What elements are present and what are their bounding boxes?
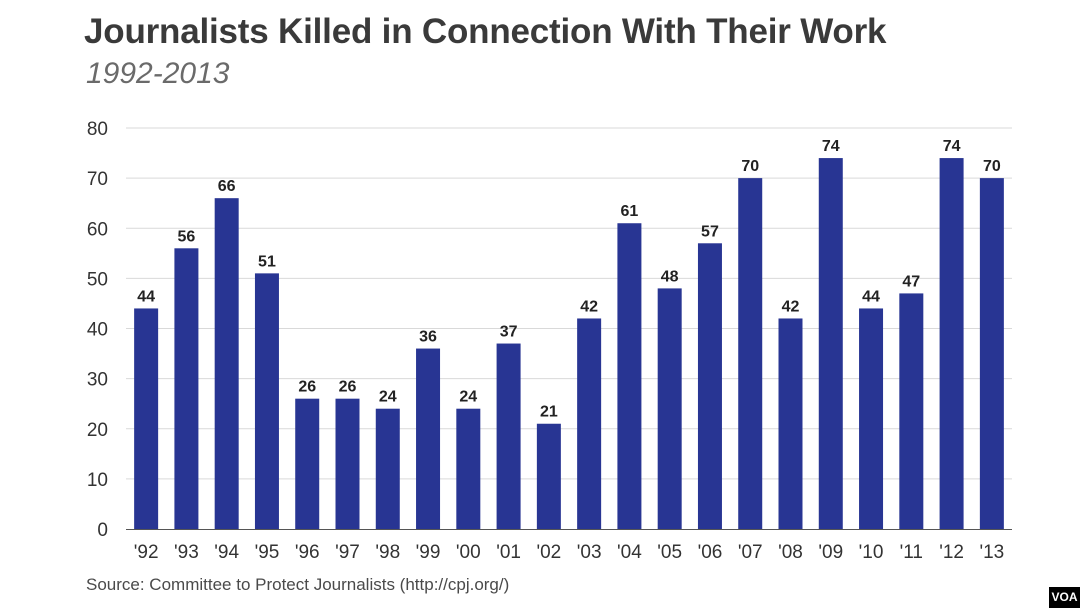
bar-value-label: 47 <box>902 273 920 290</box>
bar-value-label: 26 <box>298 379 316 396</box>
bar-value-label: 24 <box>459 389 477 406</box>
bars <box>134 158 1004 530</box>
source-note: Source: Committee to Protect Journalists… <box>86 575 510 594</box>
bar-value-label: 51 <box>258 253 276 270</box>
bar-05 <box>657 288 682 529</box>
bar-value-label: 36 <box>419 329 437 346</box>
x-tick-label: '09 <box>818 542 843 563</box>
bar-08 <box>778 318 803 529</box>
y-tick-label: 40 <box>87 320 108 341</box>
x-tick-label: '93 <box>174 542 199 563</box>
x-tick-label: '12 <box>939 542 964 563</box>
y-axis-tick-labels: 0 10 20 30 40 50 60 70 80 <box>87 119 108 541</box>
bar-11 <box>899 293 924 529</box>
y-tick-label: 60 <box>87 219 108 240</box>
x-tick-label: '97 <box>335 542 360 563</box>
x-tick-label: '94 <box>214 542 239 563</box>
bar-00 <box>456 408 481 529</box>
bar-98 <box>375 408 400 529</box>
bar-value-label: 56 <box>178 228 196 245</box>
bar-92 <box>134 308 159 529</box>
x-tick-label: '13 <box>979 542 1004 563</box>
bar-value-label: 48 <box>661 268 679 285</box>
x-tick-label: '04 <box>617 542 642 563</box>
y-tick-label: 30 <box>87 370 108 391</box>
x-axis-tick-labels: '92 '93 '94 '95 '96 '97 '98 '99 '00 '01 '02 '03 '04 '… <box>134 542 1004 563</box>
bar-13 <box>979 178 1004 529</box>
x-tick-label: '95 <box>255 542 280 563</box>
bar-99 <box>416 348 441 529</box>
y-tick-label: 80 <box>87 119 108 140</box>
bar-93 <box>174 248 199 530</box>
x-tick-label: '01 <box>496 542 521 563</box>
bar-09 <box>818 158 843 529</box>
bar-04 <box>617 223 642 530</box>
bar-10 <box>859 308 884 529</box>
bar-value-label: 42 <box>580 298 598 315</box>
x-tick-label: '00 <box>456 542 481 563</box>
bar-07 <box>738 178 763 529</box>
bar-value-label: 44 <box>137 288 155 305</box>
bar-value-label: 74 <box>822 138 840 155</box>
x-tick-label: '11 <box>900 542 923 563</box>
bar-value-labels: 44 56 66 51 26 26 24 36 24 37 21 42 61 48 57 70 42 74 44 47… <box>137 138 1001 421</box>
x-tick-label: '96 <box>295 542 320 563</box>
bar-value-label: 44 <box>862 288 880 305</box>
bar-02 <box>536 423 561 529</box>
bar-94 <box>214 198 239 530</box>
bar-value-label: 74 <box>943 138 961 155</box>
x-tick-label: '99 <box>416 542 441 563</box>
bar-06 <box>697 243 722 529</box>
x-tick-label: '07 <box>738 542 763 563</box>
x-tick-label: '08 <box>778 542 803 563</box>
x-tick-label: '92 <box>134 542 159 563</box>
bar-01 <box>496 343 521 529</box>
bar-value-label: 21 <box>540 404 558 421</box>
x-tick-label: '98 <box>375 542 400 563</box>
bar-value-label: 70 <box>983 158 1001 175</box>
x-tick-label: '03 <box>577 542 602 563</box>
y-tick-label: 10 <box>87 470 108 491</box>
bar-95 <box>254 273 279 529</box>
bar-value-label: 66 <box>218 178 236 195</box>
bar-value-label: 70 <box>741 158 759 175</box>
bar-03 <box>577 318 602 529</box>
bar-value-label: 37 <box>500 324 518 341</box>
y-tick-label: 0 <box>97 520 108 541</box>
chart-subtitle: 1992-2013 <box>86 57 230 90</box>
bar-12 <box>939 158 964 529</box>
chart-title: Journalists Killed in Connection With Th… <box>84 12 887 51</box>
x-tick-label: '06 <box>698 542 723 563</box>
voa-logo: VOA <box>1049 587 1080 608</box>
y-tick-label: 70 <box>87 169 108 190</box>
x-tick-label: '02 <box>536 542 561 563</box>
x-tick-label: '05 <box>657 542 682 563</box>
bar-value-label: 26 <box>339 379 357 396</box>
bar-97 <box>335 398 360 529</box>
bar-value-label: 57 <box>701 223 719 240</box>
bar-value-label: 24 <box>379 389 397 406</box>
y-tick-label: 50 <box>87 269 108 290</box>
bar-96 <box>295 398 320 529</box>
bar-value-label: 42 <box>782 298 800 315</box>
y-tick-label: 20 <box>87 420 108 441</box>
bar-value-label: 61 <box>621 203 639 220</box>
x-tick-label: '10 <box>859 542 884 563</box>
